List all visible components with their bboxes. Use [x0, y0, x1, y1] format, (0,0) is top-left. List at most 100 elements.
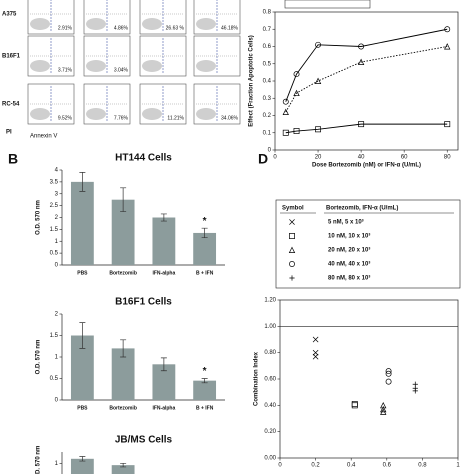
marker — [288, 246, 296, 253]
series-line — [285, 28, 448, 102]
y-axis-label: O.D. 570 nm — [36, 340, 42, 375]
marker — [282, 108, 289, 115]
y-tick-label: 0.80 — [264, 350, 276, 356]
percent-label: 2.91% — [58, 25, 73, 31]
percent-label: 11.21% — [167, 115, 184, 121]
cell-cloud — [196, 60, 216, 72]
x-tick-label: 80 — [444, 155, 451, 161]
series-line — [285, 123, 448, 134]
x-tick-label: PBS — [77, 405, 88, 411]
chart-title: HT144 Cells — [115, 153, 172, 164]
x-tick-label: Bortezomib — [109, 270, 137, 276]
marker — [289, 261, 295, 267]
y-axis-label: Combination Index — [254, 351, 260, 406]
marker — [444, 26, 451, 33]
legend-label: 80 nM, 80 x 10³ — [328, 275, 370, 282]
flow-y-label: PI — [6, 130, 12, 136]
y-tick-label: 3.5 — [50, 179, 59, 185]
chart-title: B16F1 Cells — [115, 297, 172, 308]
x-tick-label: 0.2 — [311, 463, 320, 469]
y-axis-label: O.D. 570 nm — [36, 446, 42, 474]
row-label: A375 — [2, 12, 17, 18]
bar — [70, 458, 94, 474]
percent-label: 9.52% — [58, 115, 73, 121]
y-tick-label: 2 — [55, 215, 59, 221]
marker — [312, 336, 319, 343]
x-tick-label: B + IFN — [196, 270, 214, 276]
percent-label: 4.86% — [114, 25, 129, 31]
bar — [70, 335, 94, 400]
legend-box — [284, 0, 371, 9]
marker — [444, 43, 451, 50]
y-tick-label: 0 — [55, 263, 59, 269]
legend-label: 5 nM, 5 x 10³ — [328, 219, 364, 226]
legend-label: 40 nM, 40 x 10³ — [328, 261, 370, 268]
x-tick-label: 0.8 — [418, 463, 427, 469]
cell-cloud — [30, 108, 50, 120]
error-bar — [79, 322, 86, 349]
x-tick-label: 0.4 — [347, 463, 356, 469]
percent-label: 46.18% — [221, 25, 239, 31]
x-tick-label: 40 — [358, 155, 365, 161]
y-tick-label: 1.5 — [50, 227, 59, 233]
y-tick-label: 1.00 — [264, 324, 276, 330]
cell-cloud — [196, 108, 216, 120]
x-tick-label: Bortezomib — [109, 405, 137, 411]
cell-cloud — [86, 60, 106, 72]
x-tick-label: 1 — [456, 463, 460, 469]
x-tick-label: 20 — [315, 155, 322, 161]
bar — [152, 217, 176, 265]
annotation: * — [203, 216, 207, 227]
percent-label: 3.04% — [114, 67, 129, 73]
marker — [282, 98, 289, 105]
bar — [193, 232, 217, 265]
marker — [385, 370, 392, 377]
error-bar — [201, 378, 208, 384]
cell-cloud — [142, 60, 162, 72]
y-tick-label: 0.60 — [264, 377, 276, 383]
panel-label: D — [258, 151, 268, 167]
legend-table — [275, 199, 461, 289]
error-bar — [120, 339, 127, 358]
chart-title: JB/MS Cells — [115, 435, 173, 446]
y-tick-label: 0.2 — [263, 113, 272, 119]
y-tick-label: 0.40 — [264, 403, 276, 409]
y-tick-label: 0.4 — [263, 79, 272, 85]
error-bar — [160, 357, 167, 372]
marker — [293, 71, 300, 78]
error-bar — [160, 213, 167, 222]
y-tick-label: 1 — [55, 461, 59, 467]
marker — [380, 401, 387, 409]
error-bar — [79, 456, 86, 462]
percent-label: 26.63 % — [166, 25, 185, 31]
marker — [385, 368, 392, 375]
x-tick-label: 0.6 — [383, 463, 392, 469]
marker — [289, 275, 295, 281]
marker — [380, 408, 387, 415]
marker — [289, 219, 295, 225]
legend-header: Bortezomib, IFN-α (U/mL) — [326, 206, 398, 212]
cell-cloud — [196, 18, 216, 30]
bar — [111, 465, 135, 474]
y-tick-label: 0.5 — [263, 61, 272, 67]
cell-cloud — [142, 108, 162, 120]
annotation: * — [203, 366, 207, 377]
error-bar — [120, 462, 127, 468]
error-bar — [79, 172, 86, 192]
y-tick-label: 0.1 — [263, 130, 272, 136]
y-tick-label: 1 — [55, 355, 59, 361]
marker — [412, 388, 418, 394]
cell-cloud — [30, 18, 50, 30]
legend-header: Symbol — [282, 206, 304, 212]
x-tick-label: IFN-alpha — [152, 405, 175, 411]
y-tick-label: 1 — [55, 239, 59, 245]
marker — [293, 89, 300, 97]
cell-cloud — [30, 60, 50, 72]
y-tick-label: 2.5 — [50, 203, 59, 209]
error-bar — [201, 227, 208, 239]
panel-label: B — [8, 151, 18, 167]
row-label: B16F1 — [2, 54, 21, 60]
y-tick-label: 0.00 — [264, 456, 276, 462]
bar — [70, 181, 94, 265]
bar — [193, 380, 217, 400]
